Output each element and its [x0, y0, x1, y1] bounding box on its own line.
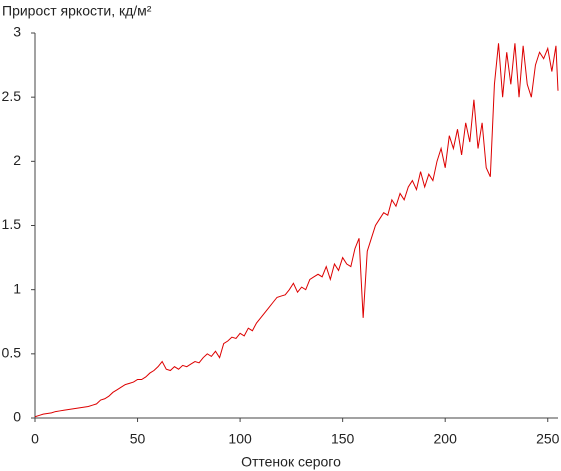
y-tick-label: 1	[13, 280, 21, 296]
y-tick-label: 2.5	[2, 88, 22, 104]
x-axis-label: Оттенок серого	[241, 454, 341, 470]
y-tick-label: 0.5	[2, 345, 22, 361]
x-tick-label: 50	[130, 431, 146, 447]
y-tick-label: 2	[13, 152, 21, 168]
x-tick-label: 200	[434, 431, 458, 447]
y-tick-label: 3	[13, 24, 21, 40]
y-tick-label: 0	[13, 409, 21, 425]
x-tick-label: 150	[331, 431, 355, 447]
x-tick-label: 250	[536, 431, 560, 447]
data-line	[34, 43, 559, 418]
y-tick-label: 1.5	[2, 216, 22, 232]
x-tick-label: 100	[228, 431, 252, 447]
x-tick-label: 0	[31, 431, 39, 447]
chart-title: Прирост яркости, кд/м²	[2, 3, 152, 19]
